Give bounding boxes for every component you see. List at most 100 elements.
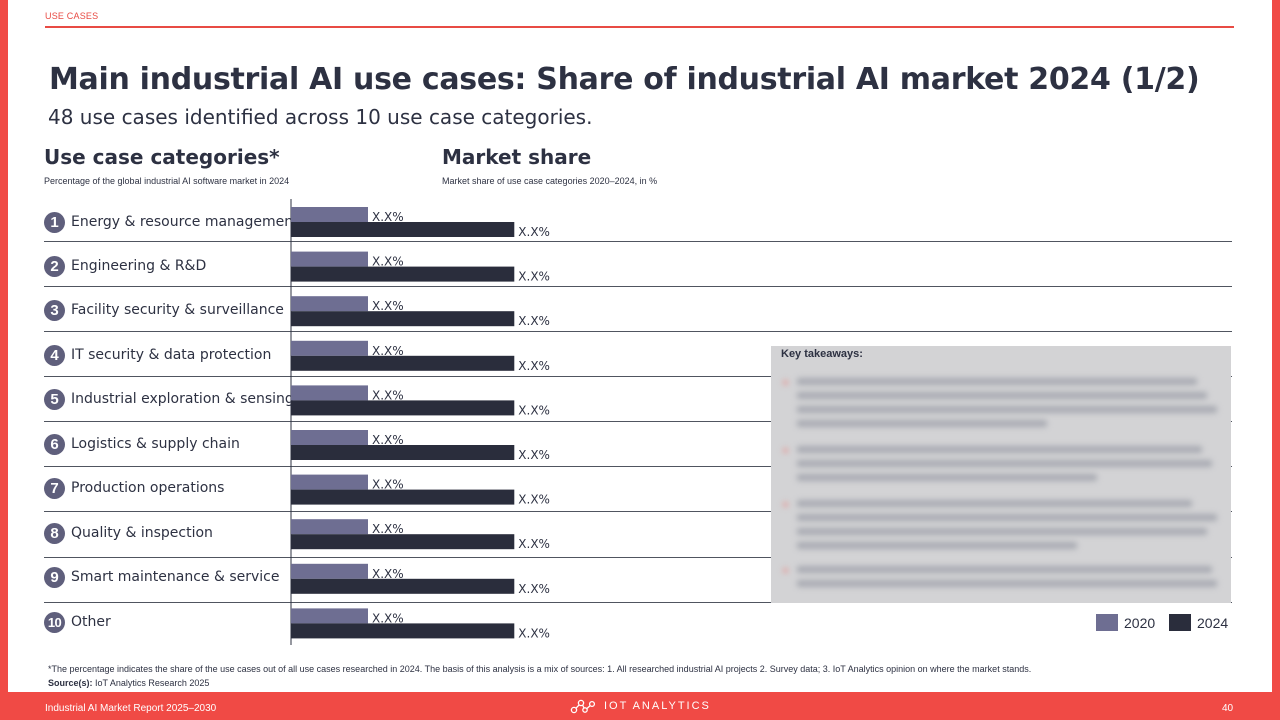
category-row-9: 9 Smart maintenance & service [44,562,279,592]
row-number-badge: 7 [44,477,65,499]
category-label: Quality & inspection [71,525,213,541]
categories-subheading: Percentage of the global industrial AI s… [44,176,290,186]
row-number-badge: 1 [44,211,65,233]
bar-label-2020-7: X.X% [372,478,404,492]
footer-page-number: 40 [1222,703,1234,714]
page-title: Main industrial AI use cases: Share of i… [49,62,1200,97]
category-label: Smart maintenance & service [71,569,280,585]
source-line: Source(s): IoT Analytics Research 2025 [48,678,209,688]
bar-2024-2 [291,266,515,282]
legend-label-2024: 2024 [1197,614,1229,631]
bar-2020-5 [291,385,368,401]
row-number-badge: 8 [44,522,65,544]
bar-2024-3 [291,311,515,327]
market-share-subheading: Market share of use case categories 2020… [442,176,658,186]
bar-2024-5 [291,400,515,416]
row-divider [44,286,1232,287]
category-row-5: 5 Industrial exploration & sensing [44,384,294,414]
category-label: Energy & resource management [71,214,299,230]
categories-heading: Use case categories* [44,145,280,169]
row-divider [44,511,1232,512]
bar-2024-10 [291,623,515,639]
header-rule [45,26,1234,28]
footer-brand: IOT ANALYTICS [570,698,711,714]
legend-label-2020: 2020 [1124,614,1156,631]
bar-label-2020-6: X.X% [372,433,404,447]
row-number-badge: 3 [44,299,65,321]
row-number-badge: 9 [44,566,65,588]
row-divider [44,557,1232,558]
footer-report-title: Industrial AI Market Report 2025–2030 [45,703,217,714]
row-number-badge: 4 [44,344,65,366]
blurred-takeaways-content [779,376,1229,598]
bar-label-2024-1: X.X% [518,225,550,239]
category-row-10: 10 Other [44,607,111,637]
legend-swatch-2020 [1096,614,1118,631]
category-row-4: 4 IT security & data protection [44,340,271,370]
row-divider [44,241,1232,242]
legend-2020: 2020 [1096,614,1155,631]
footnote: *The percentage indicates the share of t… [48,664,1032,674]
legend-2024: 2024 [1169,614,1228,631]
row-number-badge: 2 [44,255,65,277]
bar-2020-8 [291,519,368,535]
bar-2020-7 [291,474,368,490]
legend-swatch-2024 [1169,614,1191,631]
row-divider [44,466,1232,467]
category-label: Engineering & R&D [71,258,207,274]
bar-label-2020-8: X.X% [372,522,404,536]
market-share-bar-chart: X.X% X.X% X.X% X.X% X.X% X.X% X.X% X.X% X.X% X.X%… [290,199,550,645]
row-divider [44,421,1232,422]
bar-label-2024-10: X.X% [518,626,550,640]
source-label: Source(s): [48,678,93,688]
footer-brand-text: IOT ANALYTICS [604,700,711,712]
row-number-badge: 10 [44,611,65,633]
bar-2024-4 [291,355,515,371]
bar-2024-1 [291,222,515,237]
row-divider [44,331,1232,332]
key-takeaways-title: Key takeaways: [781,348,863,360]
bar-2020-1 [291,207,368,222]
category-row-7: 7 Production operations [44,473,224,503]
bar-label-2020-9: X.X% [372,567,404,581]
bar-2024-9 [291,578,515,594]
section-tag: USE CASES [45,11,99,21]
bar-2020-6 [291,430,368,445]
category-label: Logistics & supply chain [71,436,240,452]
key-takeaways-panel: Key takeaways: [771,346,1231,603]
row-divider [44,602,1232,603]
category-row-1: 1 Energy & resource management [44,207,299,237]
row-divider [44,376,1232,377]
bar-2024-6 [291,445,515,460]
bar-2020-4 [291,340,368,356]
category-label: Other [71,614,111,630]
bar-label-2024-3: X.X% [518,314,550,328]
bar-2024-8 [291,534,515,550]
bar-label-2024-7: X.X% [518,493,550,507]
category-label: IT security & data protection [71,347,272,363]
bar-label-2024-9: X.X% [518,582,550,596]
bar-2020-2 [291,251,368,267]
bar-2020-10 [291,608,368,624]
category-row-6: 6 Logistics & supply chain [44,429,240,459]
bar-label-2024-2: X.X% [518,270,550,284]
category-row-2: 2 Engineering & R&D [44,251,206,281]
bar-label-2024-4: X.X% [518,359,550,373]
market-share-heading: Market share [442,145,592,169]
category-label: Facility security & surveillance [71,302,284,318]
page-subtitle: 48 use cases identified across 10 use ca… [48,105,593,129]
category-label: Production operations [71,480,225,496]
slide: USE CASES Main industrial AI use cases: … [8,0,1272,692]
bar-label-2024-5: X.X% [518,403,550,417]
bar-label-2020-2: X.X% [372,255,404,269]
bar-label-2020-5: X.X% [372,388,404,402]
bar-label-2024-6: X.X% [518,448,550,462]
bar-label-2020-4: X.X% [372,344,404,358]
row-number-badge: 6 [44,433,65,455]
bar-2024-7 [291,489,515,505]
bar-label-2020-10: X.X% [372,611,404,625]
category-label: Industrial exploration & sensing [71,391,294,407]
bar-label-2020-3: X.X% [372,299,404,313]
bar-2020-3 [291,296,368,312]
bar-label-2020-1: X.X% [372,210,404,224]
